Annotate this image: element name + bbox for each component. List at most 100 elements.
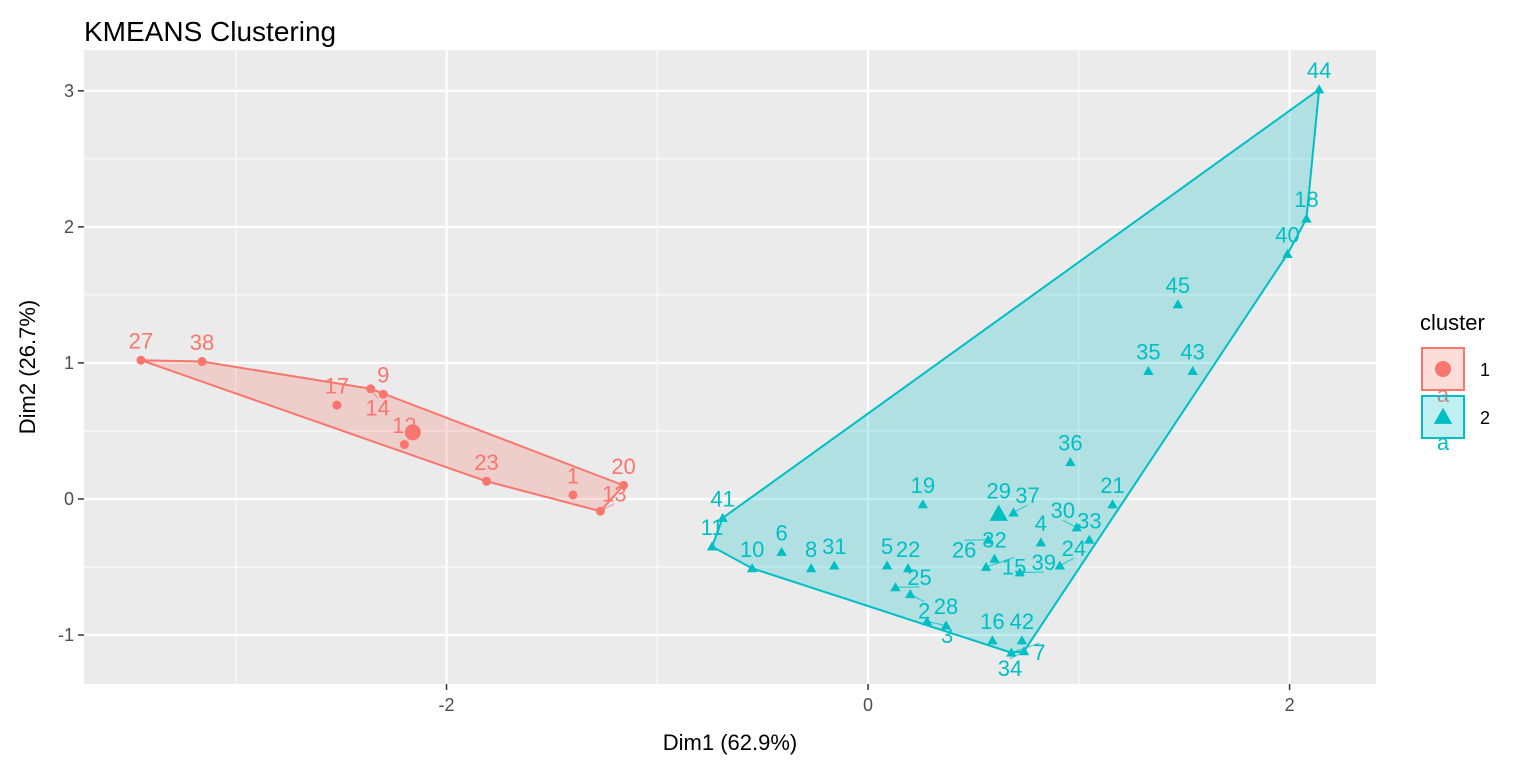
label-leader-line [1011, 642, 1040, 654]
point-44 [1313, 84, 1325, 94]
point-5 [881, 560, 893, 570]
point-30 [1071, 522, 1082, 532]
point-label: 13 [602, 482, 626, 507]
chart-title: KMEANS Clustering [84, 16, 336, 47]
point-35 [1143, 365, 1154, 375]
point-15 [980, 561, 992, 571]
point-14 [366, 384, 376, 394]
label-leader-line [1013, 504, 1028, 514]
point-37 [1008, 507, 1019, 517]
point-label: 2 [918, 599, 930, 624]
point-label: 45 [1166, 273, 1190, 298]
point-label: 36 [1058, 431, 1082, 456]
point-label: 27 [129, 329, 153, 354]
point-label: 4 [1035, 511, 1047, 536]
point-label: 16 [980, 609, 1004, 634]
point-label: 32 [982, 527, 1006, 552]
point-7 [1006, 647, 1017, 657]
point-label: 31 [822, 534, 846, 559]
legend: cluster a 1 a 2 [1420, 310, 1490, 455]
point-label: 14 [365, 395, 389, 420]
point-26 [983, 534, 994, 544]
point-36 [1065, 457, 1076, 467]
centroid-cluster-1 [404, 424, 421, 441]
point-label: 6 [776, 521, 788, 546]
point-label: 25 [907, 565, 931, 590]
legend-key-letter: a [1437, 430, 1450, 455]
point-label: 22 [896, 537, 920, 562]
x-tick-label: -2 [439, 695, 455, 715]
point-39 [1014, 567, 1025, 577]
point-38 [197, 357, 207, 367]
point-label: 17 [325, 374, 349, 399]
point-23 [482, 476, 492, 486]
point-label: 21 [1100, 473, 1124, 498]
legend-label: 1 [1480, 360, 1490, 380]
point-label: 15 [1002, 554, 1026, 579]
centroid-cluster-2 [989, 504, 1008, 521]
point-label: 7 [1033, 640, 1045, 665]
x-axis-label: Dim1 (62.9%) [663, 730, 797, 755]
point-label: 35 [1136, 340, 1160, 365]
x-tick-label: 2 [1285, 695, 1295, 715]
point-8 [805, 563, 817, 573]
point-18 [1301, 213, 1312, 223]
label-leader-line [895, 586, 920, 588]
point-28 [940, 620, 952, 630]
point-19 [917, 499, 929, 509]
point-label: 20 [611, 454, 635, 479]
y-tick-label: 2 [64, 217, 74, 237]
point-label: 41 [710, 487, 734, 512]
point-label: 30 [1050, 498, 1074, 523]
point-21 [1107, 499, 1118, 509]
point-label: 28 [934, 594, 958, 619]
point-label: 23 [474, 450, 498, 475]
plot-panel [84, 50, 1376, 684]
point-label: 8 [805, 537, 817, 562]
point-label: 33 [1077, 508, 1101, 533]
point-label: 34 [998, 656, 1022, 681]
point-9 [378, 389, 388, 399]
label-leader-line [985, 557, 1015, 568]
legend-key-letter: a [1437, 382, 1450, 407]
y-axis-label: Dim2 (26.7%) [15, 300, 40, 434]
point-27 [136, 355, 146, 365]
x-tick-label: 0 [863, 695, 873, 715]
point-45 [1172, 299, 1184, 309]
point-42 [1016, 635, 1028, 645]
label-leader-line [1019, 571, 1044, 573]
point-label: 18 [1294, 187, 1318, 212]
point-13 [595, 506, 605, 516]
point-10 [746, 563, 758, 573]
y-tick-label: -1 [58, 625, 74, 645]
point-label: 39 [1032, 550, 1056, 575]
point-label: 3 [941, 623, 953, 648]
point-label: 10 [740, 537, 764, 562]
point-3 [921, 616, 933, 626]
y-tick-label: 3 [64, 81, 74, 101]
point-label: 29 [986, 478, 1010, 503]
point-25 [890, 582, 901, 592]
point-16 [987, 635, 998, 645]
y-tick-label: 0 [64, 489, 74, 509]
point-label: 9 [377, 363, 389, 388]
legend-label: 2 [1480, 408, 1490, 428]
label-leader-line [1062, 519, 1077, 528]
point-32 [989, 553, 1000, 563]
point-11 [706, 541, 718, 551]
gridlines [84, 50, 1376, 684]
point-17 [332, 400, 342, 410]
point-33 [1084, 534, 1095, 544]
point-label: 43 [1180, 340, 1204, 365]
y-tick-label: 1 [64, 353, 74, 373]
point-label: 19 [911, 473, 935, 498]
point-label: 44 [1307, 58, 1331, 83]
point-41 [717, 512, 728, 522]
point-label: 1 [567, 463, 579, 488]
point-12 [399, 440, 409, 450]
point-label: 24 [1062, 536, 1086, 561]
point-label: 11 [701, 515, 724, 540]
